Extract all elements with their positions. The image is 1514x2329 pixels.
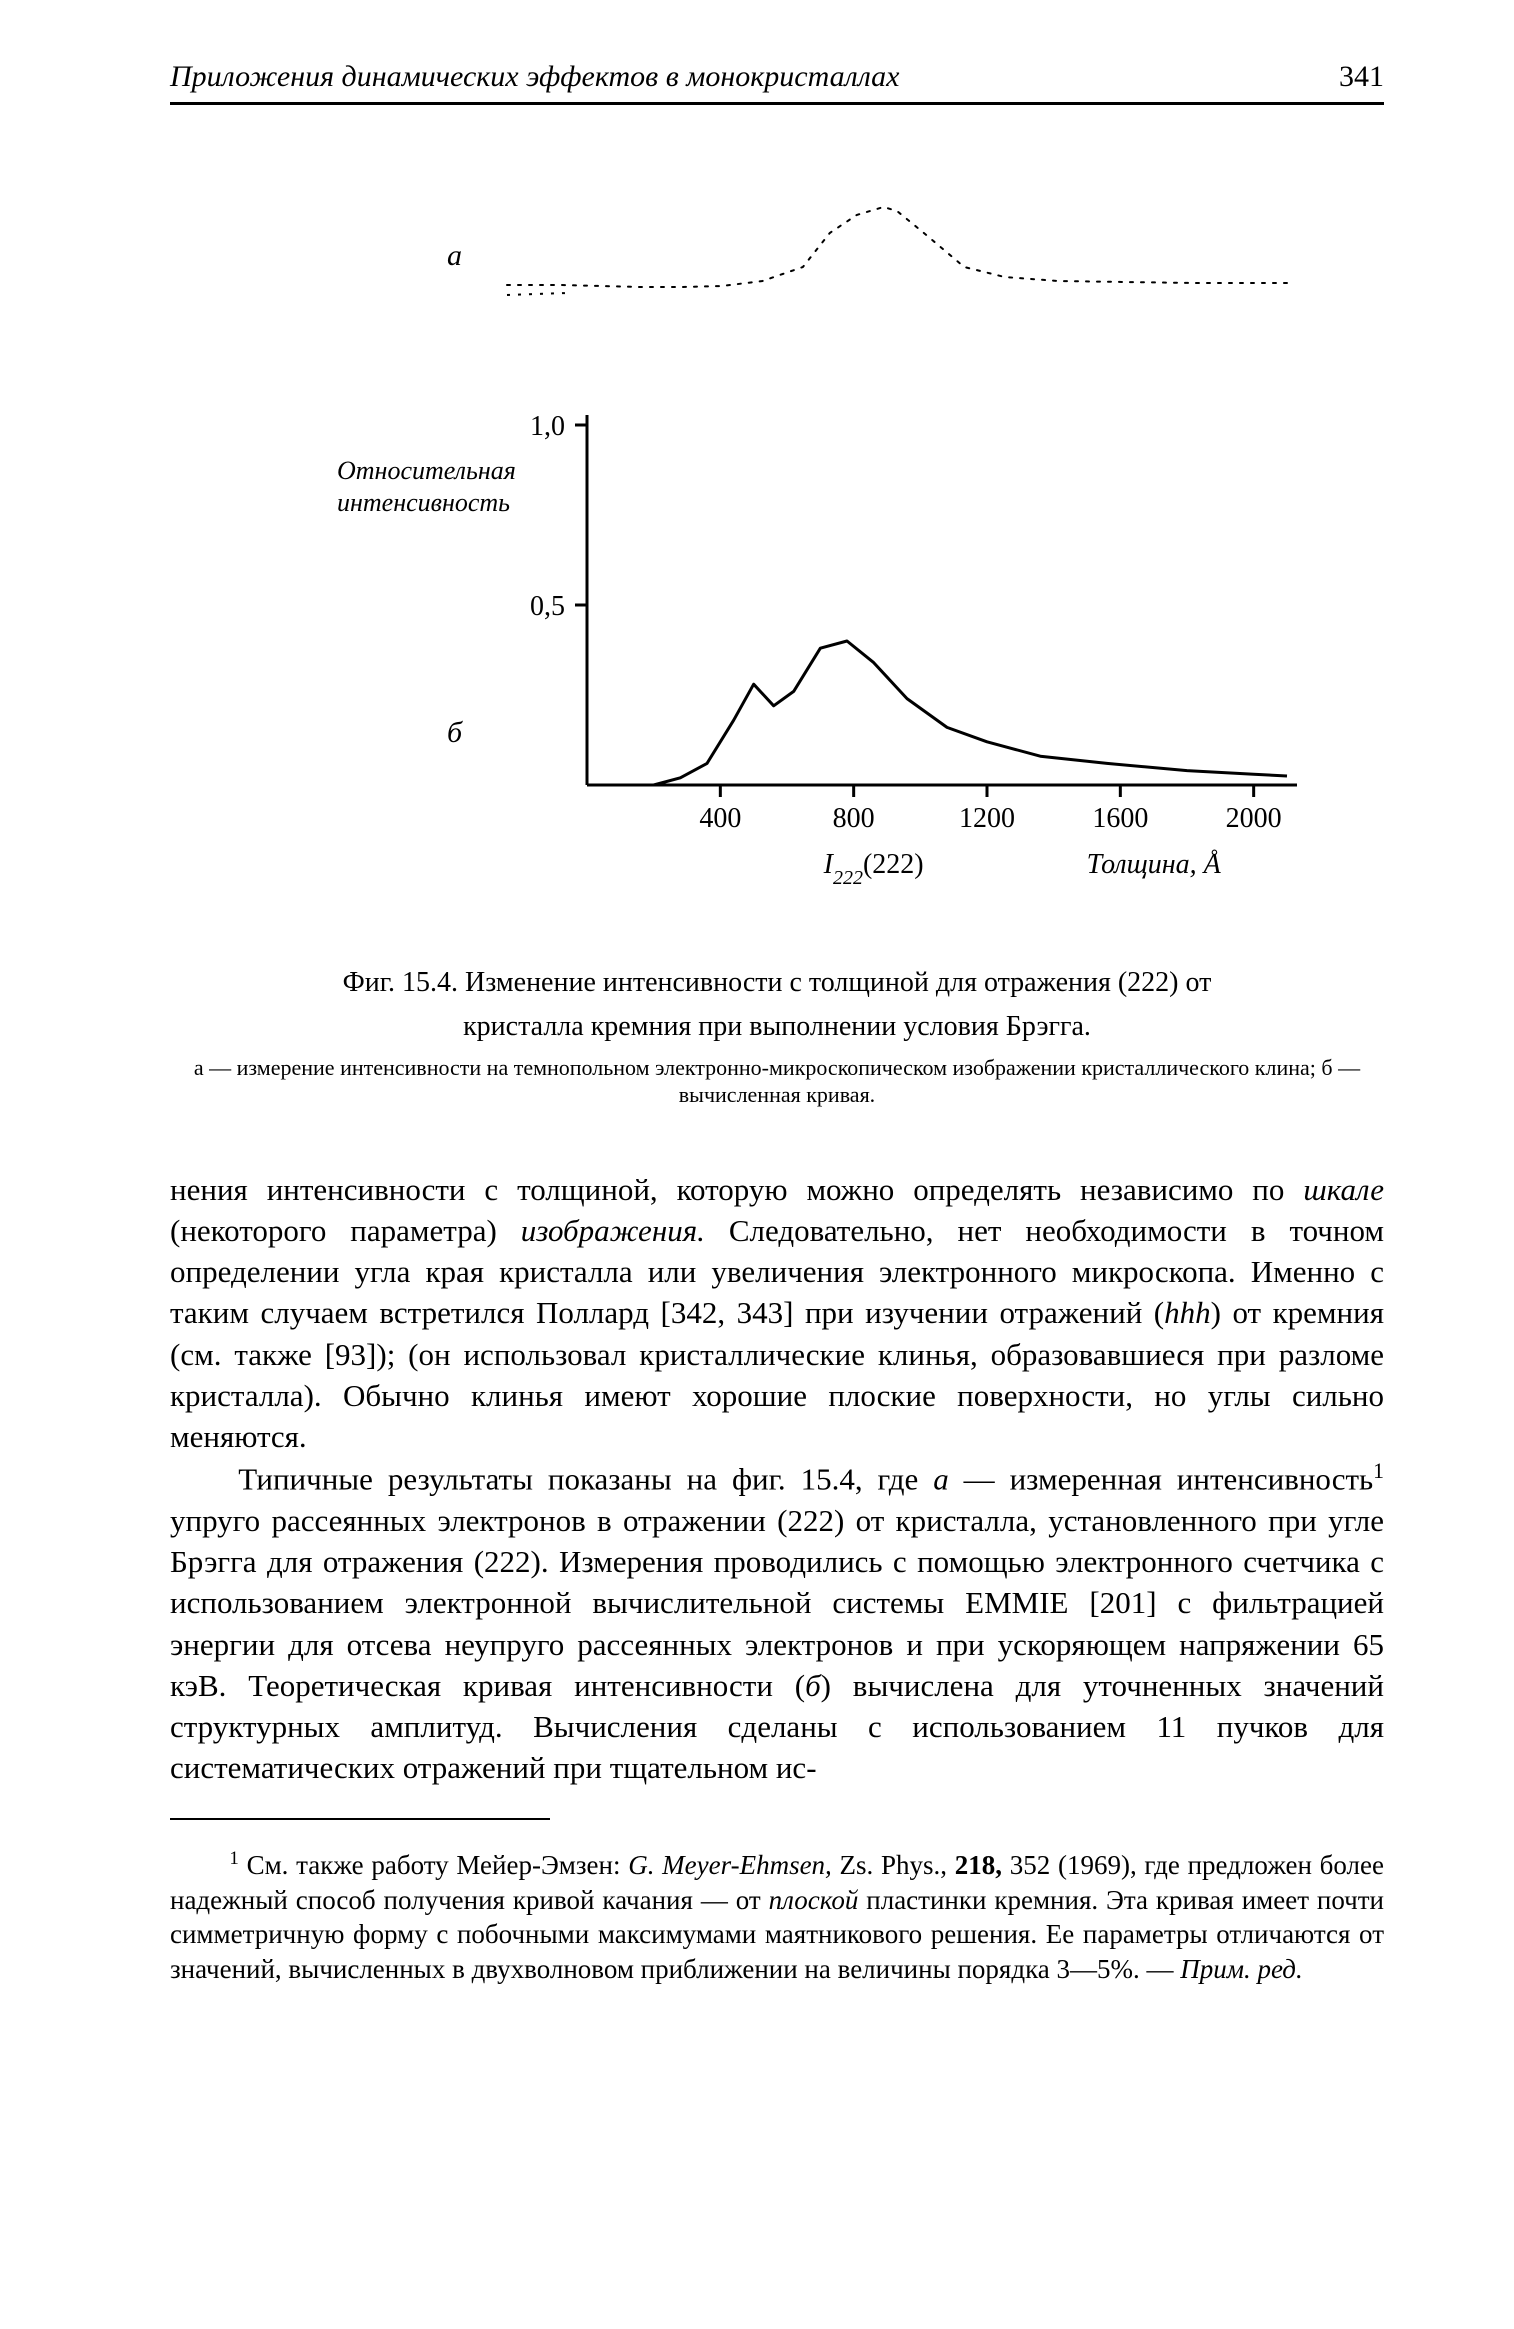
figure-caption-line2: кристалла кремния при выполнении условия… <box>170 1009 1384 1045</box>
figure-caption-sub: а — измерение интенсивности на темнополь… <box>170 1054 1384 1109</box>
running-title: Приложения динамических эффектов в монок… <box>170 60 899 94</box>
figure-svg: а 0,5 1,0 Относительная интенсивность 400 800 1… <box>227 145 1327 905</box>
footnote-rule <box>170 1818 550 1820</box>
figure-15-4: а 0,5 1,0 Относительная интенсивность 400 800 1… <box>170 145 1384 905</box>
running-header: Приложения динамических эффектов в монок… <box>170 60 1384 105</box>
svg-text:400: 400 <box>699 803 741 834</box>
svg-text:интенсивность: интенсивность <box>337 488 510 517</box>
svg-text:I222(222): I222(222) <box>823 849 924 889</box>
body-text: нения интенсивности с толщиной, которую … <box>170 1169 1384 1789</box>
paragraph-2: Типичные результаты показаны на фиг. 15.… <box>170 1457 1384 1788</box>
svg-text:1200: 1200 <box>959 803 1015 834</box>
svg-text:1,0: 1,0 <box>530 411 565 442</box>
svg-text:б: б <box>447 716 463 749</box>
figure-caption-line1: Фиг. 15.4. Изменение интенсивности с тол… <box>170 965 1384 1001</box>
svg-text:2000: 2000 <box>1226 803 1282 834</box>
svg-text:а: а <box>447 239 462 272</box>
paragraph-1: нения интенсивности с толщиной, которую … <box>170 1169 1384 1458</box>
page-number: 341 <box>1339 60 1384 94</box>
svg-text:800: 800 <box>833 803 875 834</box>
svg-text:Относительная: Относительная <box>337 456 516 485</box>
svg-text:0,5: 0,5 <box>530 591 565 622</box>
footnote: 1 См. также работу Мейер-Эмзен: G. Meyer… <box>170 1847 1384 1986</box>
svg-text:Толщина, Å: Толщина, Å <box>1087 849 1222 880</box>
svg-text:1600: 1600 <box>1092 803 1148 834</box>
